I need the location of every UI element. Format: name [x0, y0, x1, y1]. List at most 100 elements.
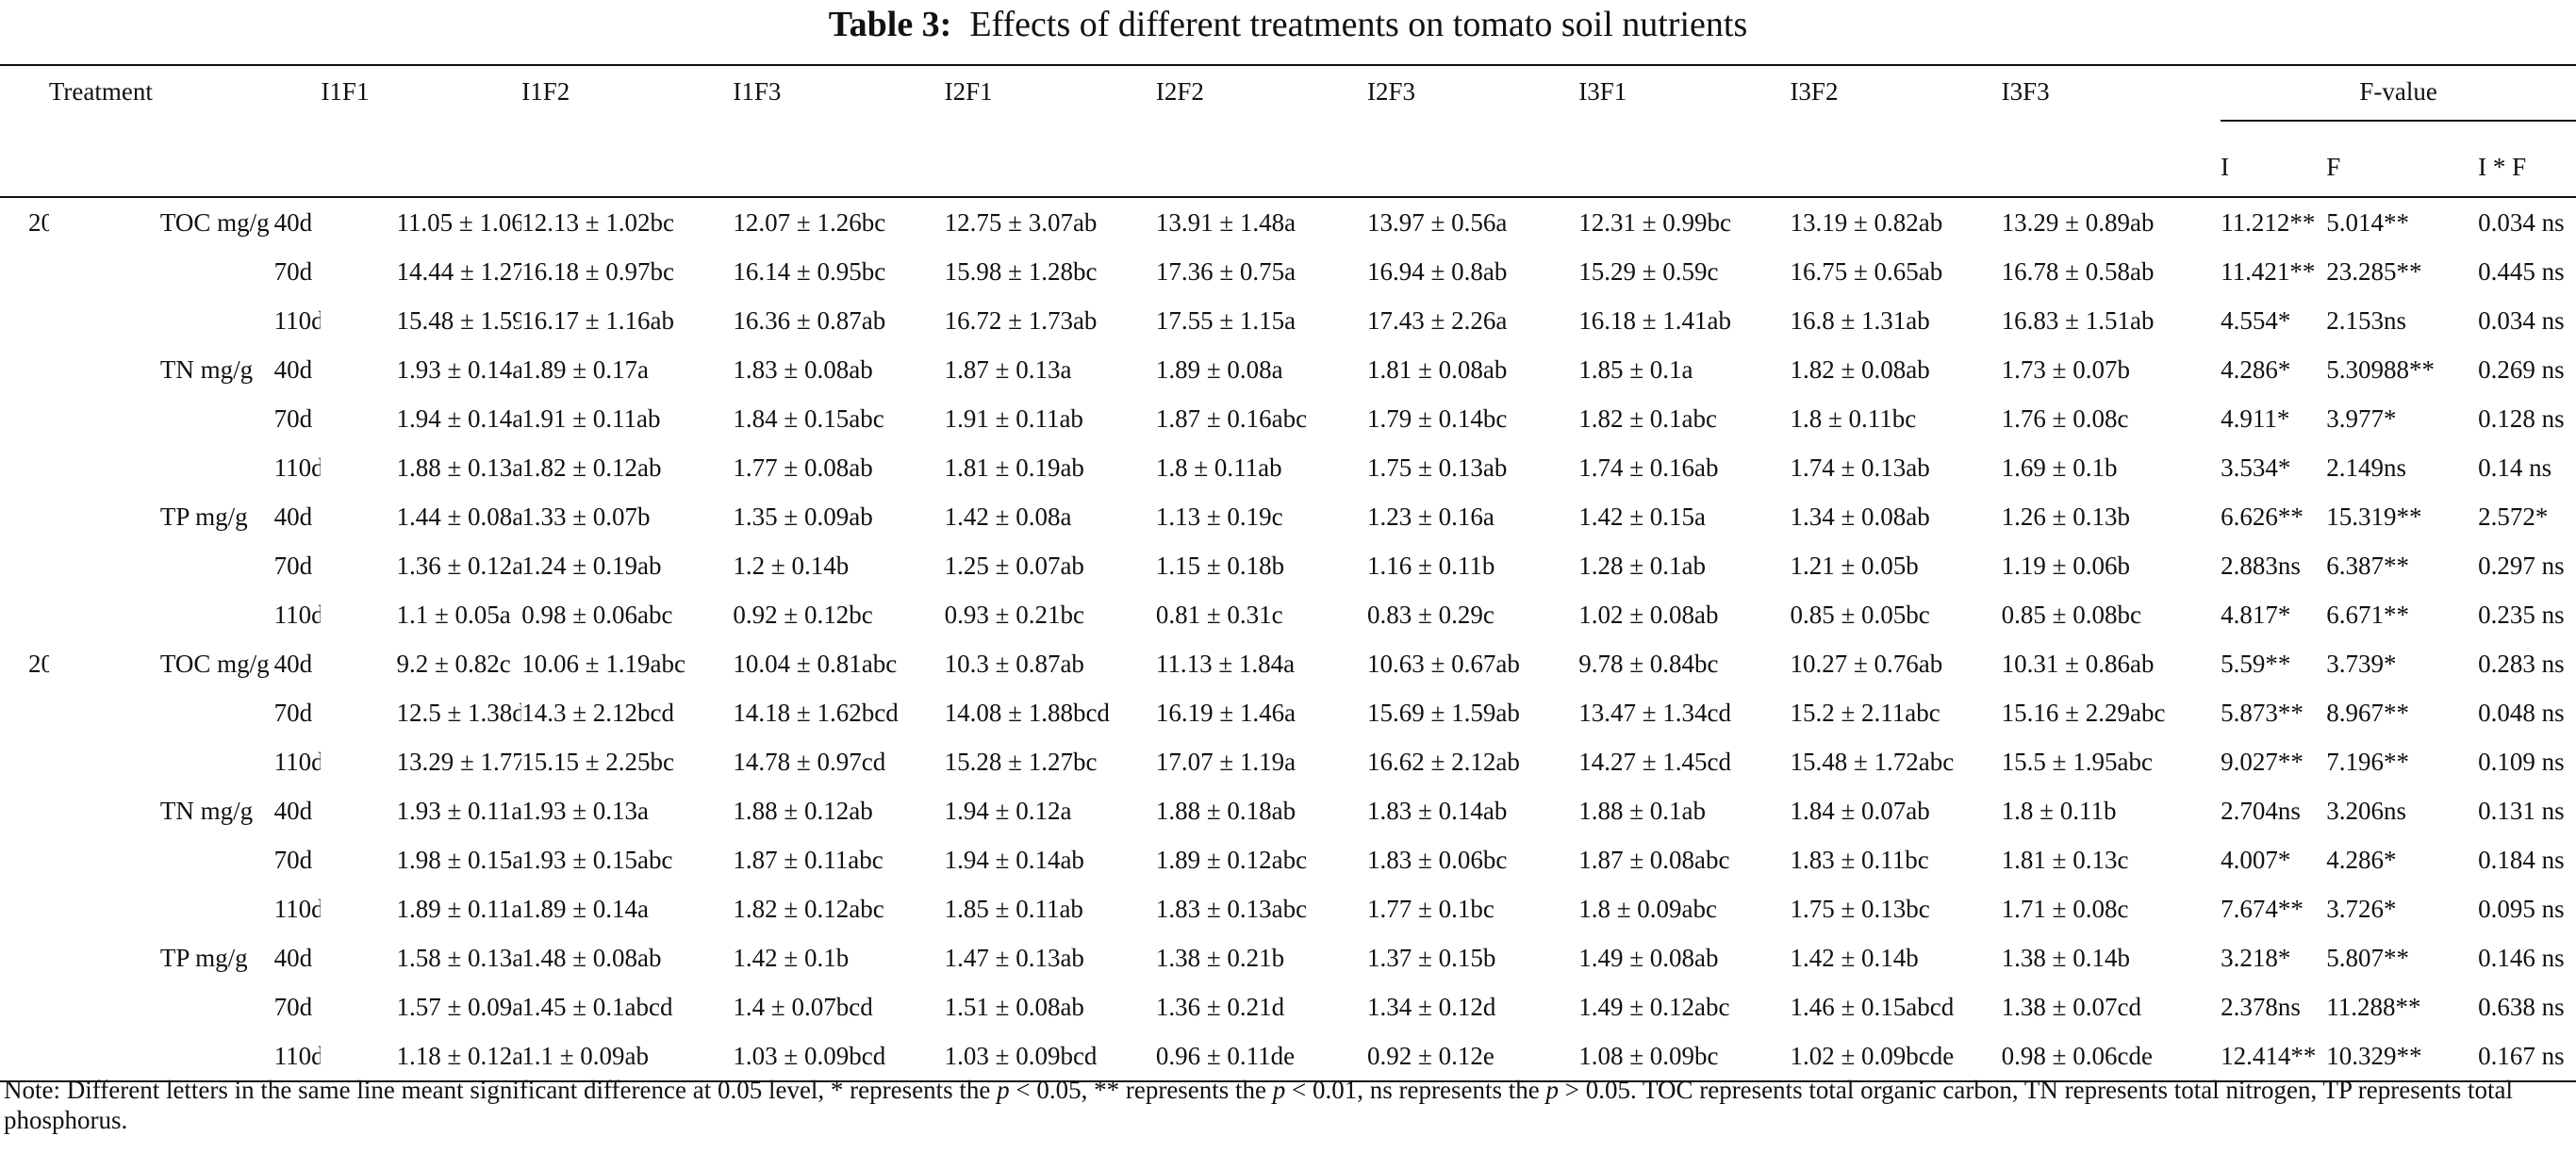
table-row: 70d 12.5 ± 1.38d 14.3 ± 2.12bcd 14.18 ± 1.6…: [0, 688, 2576, 737]
nutrient-cell: [49, 737, 274, 786]
table-row: TN mg/g 40d 1.93 ± 0.11a 1.93 ± 0.13a 1.88 ±…: [0, 786, 2576, 835]
fvalue-cell: 7.196**: [2326, 747, 2409, 776]
value-cell: 1.21 ± 0.05b: [1790, 551, 1919, 580]
value-cell: 1.34 ± 0.12d: [1367, 992, 1496, 1021]
table-row: 110d 1.89 ± 0.11a 1.89 ± 0.14a 1.82 ± 0.12a…: [0, 884, 2576, 933]
day-cell: 70d: [273, 551, 313, 580]
value-cell: 15.5 ± 1.95abc: [2001, 747, 2153, 776]
value-cell: 14.27 ± 1.45cd: [1578, 747, 1732, 776]
value-cell: 16.8 ± 1.31ab: [1790, 305, 1930, 335]
value-cell: 1.48 ± 0.08ab: [521, 943, 662, 972]
day-cell: 70d: [273, 845, 313, 874]
caption-label: Table 3:: [828, 5, 952, 44]
fvalue-cell: 12.414**: [2221, 1031, 2327, 1082]
fvalue-cell: 0.445 ns: [2478, 256, 2565, 286]
value-cell: 1.81 ± 0.19ab: [944, 453, 1084, 482]
fvalue-cell: 3.977*: [2326, 404, 2397, 433]
value-cell: 1.89 ± 0.08a: [1155, 354, 1283, 384]
value-cell: 1.85 ± 0.11ab: [944, 894, 1083, 923]
table-row: 110d 1.88 ± 0.13a 1.82 ± 0.12ab 1.77 ± 0.08…: [0, 443, 2576, 492]
col-header: I3F2: [1790, 64, 2002, 138]
nutrient-cell: [49, 443, 274, 492]
value-cell: 13.97 ± 0.56a: [1367, 207, 1508, 237]
treatment-header: Treatment: [48, 64, 274, 138]
value-cell: 15.69 ± 1.59ab: [1367, 698, 1520, 727]
fvalue-cell: 9.027**: [2221, 747, 2304, 776]
fvalue-cell: 0.235 ns: [2478, 600, 2565, 629]
fvalue-cell: 0.128 ns: [2478, 404, 2565, 433]
value-cell: 1.77 ± 0.08ab: [733, 453, 873, 482]
value-cell: 1.19 ± 0.06b: [2001, 551, 2130, 580]
value-cell: 10.06 ± 1.19abc: [521, 649, 686, 678]
value-cell: 12.75 ± 3.07ab: [944, 207, 1098, 237]
value-cell: 1.88 ± 0.13a: [396, 453, 522, 482]
col-header: I2F1: [944, 64, 1156, 138]
value-cell: 1.71 ± 0.08c: [2001, 894, 2129, 923]
value-cell: 1.82 ± 0.1abc: [1578, 404, 1718, 433]
table-row: TP mg/g 40d 1.44 ± 0.08a 1.33 ± 0.07b 1.35 ±…: [0, 492, 2576, 541]
header-row: Treatment I1F1 I1F2 I1F3 I2F1 I2F2 I2F3 …: [0, 64, 2576, 138]
table-row: TP mg/g 40d 1.58 ± 0.13a 1.48 ± 0.08ab 1.42 …: [0, 933, 2576, 982]
fvalue-cell: 0.297 ns: [2478, 551, 2565, 580]
value-cell: 10.63 ± 0.67ab: [1367, 649, 1520, 678]
value-cell: 1.44 ± 0.08a: [396, 502, 522, 531]
value-cell: 16.75 ± 0.65ab: [1790, 256, 1943, 286]
fvalue-cell: 8.967**: [2326, 698, 2409, 727]
day-cell: 40d: [273, 502, 313, 531]
value-cell: 1.87 ± 0.16abc: [1155, 404, 1308, 433]
value-cell: 10.04 ± 0.81abc: [733, 649, 898, 678]
year-cell: [0, 884, 49, 933]
year-cell: [0, 786, 49, 835]
value-cell: 1.85 ± 0.1a: [1578, 354, 1693, 384]
year-cell: [0, 541, 49, 590]
value-cell: 1.82 ± 0.12abc: [733, 894, 884, 923]
value-cell: 1.69 ± 0.1b: [2001, 453, 2118, 482]
value-cell: 10.31 ± 0.86ab: [2001, 649, 2155, 678]
nutrient-table: Treatment I1F1 I1F2 I1F3 I2F1 I2F2 I2F3 …: [0, 64, 2576, 1082]
day-cell: 110d: [273, 747, 322, 776]
value-cell: 1.37 ± 0.15b: [1367, 943, 1496, 972]
value-cell: 1.94 ± 0.12a: [944, 796, 1072, 825]
value-cell: 16.19 ± 1.46a: [1155, 698, 1296, 727]
value-cell: 1.42 ± 0.15a: [1578, 502, 1707, 531]
nutrient-cell: [49, 835, 274, 884]
fvalue-cell: 0.109 ns: [2478, 747, 2565, 776]
fvalue-cell: 2.572*: [2478, 502, 2549, 531]
fvalue-sub-f: F: [2326, 138, 2479, 198]
fvalue-cell: 3.739*: [2326, 649, 2397, 678]
day-cell: 70d: [273, 256, 313, 286]
value-cell: 0.93 ± 0.21bc: [944, 600, 1084, 629]
fvalue-cell: 0.146 ns: [2478, 943, 2565, 972]
value-cell: 9.2 ± 0.82c: [396, 649, 511, 678]
value-cell: 1.89 ± 0.11a: [396, 894, 522, 923]
nutrient-cell: [48, 1031, 274, 1082]
fvalue-cell: 23.285**: [2326, 256, 2422, 286]
day-cell: 40d: [273, 207, 313, 237]
day-cell: 110d: [273, 305, 322, 335]
fvalue-cell: 7.674**: [2221, 894, 2304, 923]
value-cell: 1.93 ± 0.11a: [396, 796, 522, 825]
fvalue-cell: 0.034 ns: [2478, 207, 2565, 237]
value-cell: 12.13 ± 1.02bc: [521, 207, 675, 237]
year-cell: [0, 296, 49, 345]
value-cell: 1.89 ± 0.12abc: [1155, 845, 1308, 874]
fvalue-cell: 3.218*: [2221, 943, 2291, 972]
value-cell: 1.35 ± 0.09ab: [733, 502, 873, 531]
value-cell: 15.29 ± 0.59c: [1578, 256, 1719, 286]
table-caption: Table 3: Effects of different treatments…: [0, 0, 2576, 47]
table-row: 70d 1.57 ± 0.09a 1.45 ± 0.1abcd 1.4 ± 0.07b…: [0, 982, 2576, 1031]
value-cell: 14.44 ± 1.27d: [396, 256, 522, 286]
value-cell: 1.57 ± 0.09a: [396, 992, 522, 1021]
table-row: 70d 1.98 ± 0.15a 1.93 ± 0.15abc 1.87 ± 0.11…: [0, 835, 2576, 884]
value-cell: 13.29 ± 0.89ab: [2001, 207, 2155, 237]
value-cell: 1.88 ± 0.1ab: [1578, 796, 1707, 825]
value-cell: 15.2 ± 2.11abc: [1790, 698, 1940, 727]
day-cell: 40d: [273, 649, 313, 678]
fvalue-cell: 5.30988**: [2326, 354, 2435, 384]
nutrient-cell: TOC mg/g: [159, 207, 270, 237]
value-cell: 1.89 ± 0.14a: [521, 894, 650, 923]
value-cell: 9.78 ± 0.84bc: [1578, 649, 1719, 678]
table-row: 70d 14.44 ± 1.27d16.18 ± 0.97bc 16.14 ± 0.…: [0, 247, 2576, 296]
value-cell: 1.38 ± 0.07cd: [2001, 992, 2141, 1021]
